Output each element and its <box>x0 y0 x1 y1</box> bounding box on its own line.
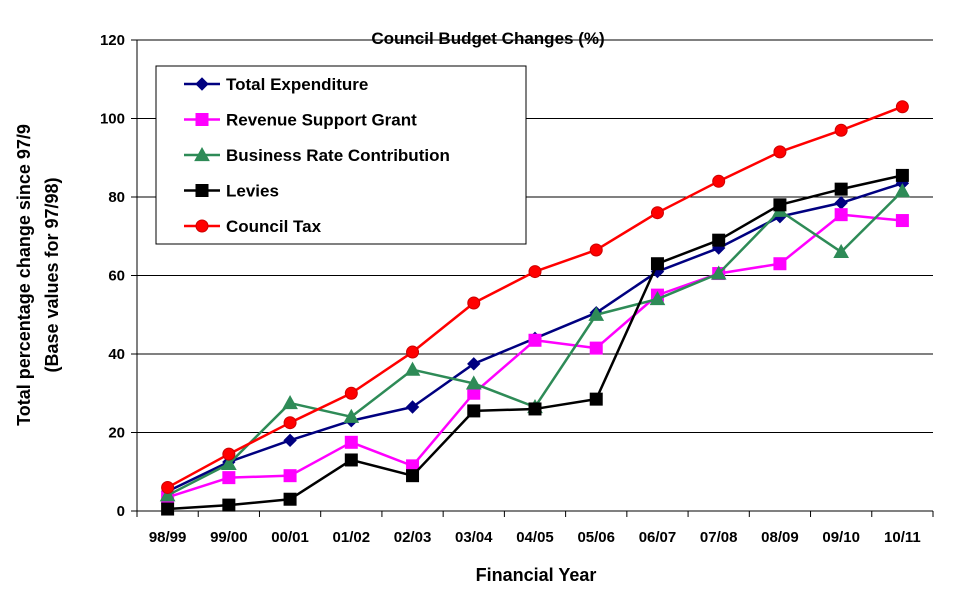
data-point <box>589 341 603 355</box>
data-point <box>589 243 603 257</box>
data-point <box>528 333 542 347</box>
data-point <box>528 402 542 416</box>
series-1 <box>161 208 909 504</box>
x-tick-label: 07/08 <box>700 529 738 546</box>
data-point <box>588 306 605 321</box>
data-point <box>649 291 666 306</box>
legend-marker <box>195 219 209 233</box>
y-tick-label: 40 <box>108 346 125 363</box>
legend-label: Revenue Support Grant <box>226 111 417 130</box>
series-3 <box>161 168 909 516</box>
data-point <box>589 392 603 406</box>
data-point <box>895 168 909 182</box>
legend-item: Council Tax <box>184 217 322 236</box>
data-point <box>467 404 481 418</box>
legend-marker <box>194 146 210 162</box>
data-point <box>406 345 420 359</box>
data-point <box>161 502 175 516</box>
data-point <box>712 233 726 247</box>
data-point <box>465 375 482 390</box>
y-tick-label: 0 <box>117 503 125 520</box>
data-point <box>404 361 421 376</box>
y-tick-label: 20 <box>108 425 125 442</box>
x-tick-label: 10/11 <box>884 529 921 546</box>
data-point <box>344 453 358 467</box>
data-point <box>467 357 481 371</box>
data-point <box>405 400 420 414</box>
x-tick-label: 99/00 <box>210 529 248 546</box>
data-point <box>894 183 911 198</box>
x-tick-label: 00/01 <box>271 529 309 546</box>
legend-marker <box>195 184 209 197</box>
data-point <box>650 257 664 271</box>
y-axis-title-line1: Total percentage change since 97/9 <box>14 124 34 426</box>
x-tick-label: 03/04 <box>455 529 493 546</box>
x-tick-label: 05/06 <box>577 529 615 546</box>
data-point <box>283 469 297 483</box>
data-point <box>650 206 664 220</box>
data-point <box>467 296 481 310</box>
legend-item: Levies <box>184 182 279 201</box>
data-point <box>344 435 358 449</box>
data-point <box>773 145 787 159</box>
data-point <box>283 492 297 506</box>
y-tick-label: 60 <box>108 268 125 285</box>
x-tick-label: 04/05 <box>516 529 554 546</box>
legend-marker <box>195 77 209 91</box>
x-tick-label: 01/02 <box>333 529 371 546</box>
data-point <box>283 416 297 430</box>
y-tick-label: 100 <box>100 111 125 128</box>
legend-marker <box>195 113 209 126</box>
data-point <box>773 198 787 212</box>
x-axis-title: Financial Year <box>476 565 597 585</box>
x-tick-label: 08/09 <box>761 529 799 546</box>
x-tick-label: 06/07 <box>639 529 677 546</box>
legend-label: Levies <box>226 182 279 201</box>
data-point <box>222 498 236 512</box>
y-tick-label: 80 <box>108 189 125 206</box>
data-point <box>895 214 909 228</box>
series-4 <box>161 100 909 494</box>
x-tick-label: 02/03 <box>394 529 432 546</box>
legend-item: Total Expenditure <box>184 75 368 94</box>
chart-title: Council Budget Changes (%) <box>371 29 604 48</box>
legend-label: Council Tax <box>226 217 322 236</box>
data-point <box>773 257 787 271</box>
legend: Total Expenditure Revenue Support Grant Bu… <box>155 65 527 245</box>
data-point <box>222 471 236 485</box>
legend-item: Revenue Support Grant <box>184 111 417 130</box>
legend-label: Business Rate Contribution <box>226 146 450 165</box>
series-layer <box>159 100 911 516</box>
x-tick-label: 98/99 <box>149 529 187 546</box>
data-point <box>834 196 848 210</box>
data-point <box>833 243 850 259</box>
data-point <box>343 408 360 423</box>
data-point <box>834 208 848 222</box>
data-point <box>834 182 848 196</box>
data-point <box>282 395 298 410</box>
data-point <box>895 100 909 114</box>
y-axis-title-line2: (Base values for 97/98) <box>42 177 62 372</box>
data-point <box>283 433 297 448</box>
axes: 0 20 40 60 80 100 120 98/99 99/00 00/01 01/02 02/03… <box>100 32 934 546</box>
data-point <box>528 265 542 279</box>
series-line <box>167 213 903 499</box>
data-point <box>159 487 176 502</box>
data-point <box>406 469 420 483</box>
data-point <box>344 386 358 400</box>
legend-label: Total Expenditure <box>226 75 368 94</box>
x-tick-label: 09/10 <box>822 529 860 546</box>
data-point <box>834 123 848 137</box>
data-point <box>222 447 236 461</box>
legend-item: Business Rate Contribution <box>184 146 450 165</box>
data-point <box>161 480 175 494</box>
y-tick-label: 120 <box>100 32 125 49</box>
data-point <box>712 174 726 188</box>
data-point <box>220 455 237 470</box>
data-point <box>710 265 727 280</box>
